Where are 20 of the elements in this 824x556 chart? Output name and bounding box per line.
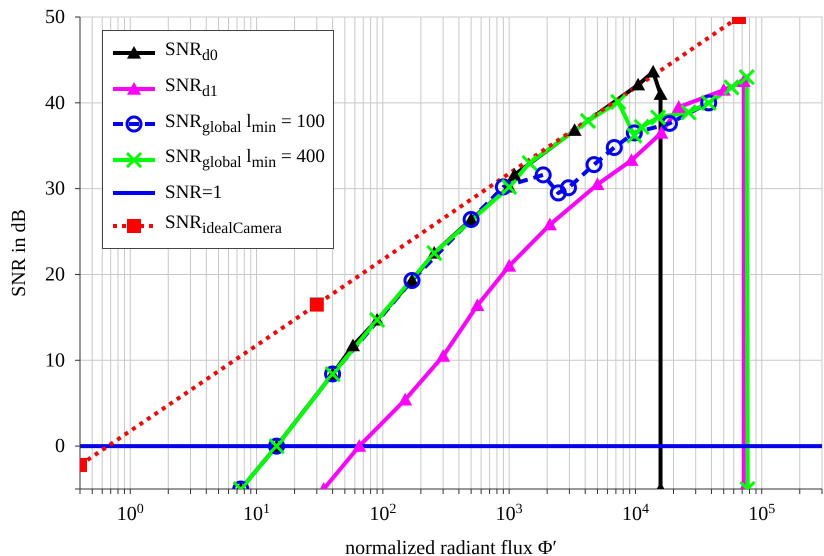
- x-tick-label: 10$^{0}$: [116, 502, 144, 525]
- legend-label: SNR$_{global}$ l$_{min}$ = 400: [165, 145, 325, 174]
- y-tick-label: 20: [45, 263, 65, 286]
- legend-label: SNR=1: [165, 181, 222, 206]
- y-tick-label: 0: [55, 435, 65, 458]
- x-tick-label: 10$^{4}$: [622, 502, 649, 525]
- x-axis-title: normalized radiant flux Φ′: [345, 537, 557, 556]
- x-tick-label: 10$^{1}$: [243, 502, 270, 525]
- y-tick-label: 30: [45, 178, 65, 200]
- legend-label: SNR$_{global}$ l$_{min}$ = 100: [165, 110, 325, 138]
- y-tick-label: 50: [45, 6, 65, 28]
- x-tick-label: 10$^{5}$: [748, 502, 776, 525]
- x-tick-label: 10$^{2}$: [369, 502, 396, 525]
- y-axis-title: SNR in dB: [8, 209, 30, 297]
- y-tick-label: 40: [45, 92, 65, 114]
- legend-label: SNR$_{d0}$: [165, 38, 218, 66]
- x-tick-label: 10$^{3}$: [496, 502, 523, 525]
- legend-label: SNR$_{d1}$: [165, 74, 218, 102]
- y-tick-label: 10: [45, 349, 65, 372]
- legend-label: SNR$_{idealCamera}$: [165, 211, 282, 239]
